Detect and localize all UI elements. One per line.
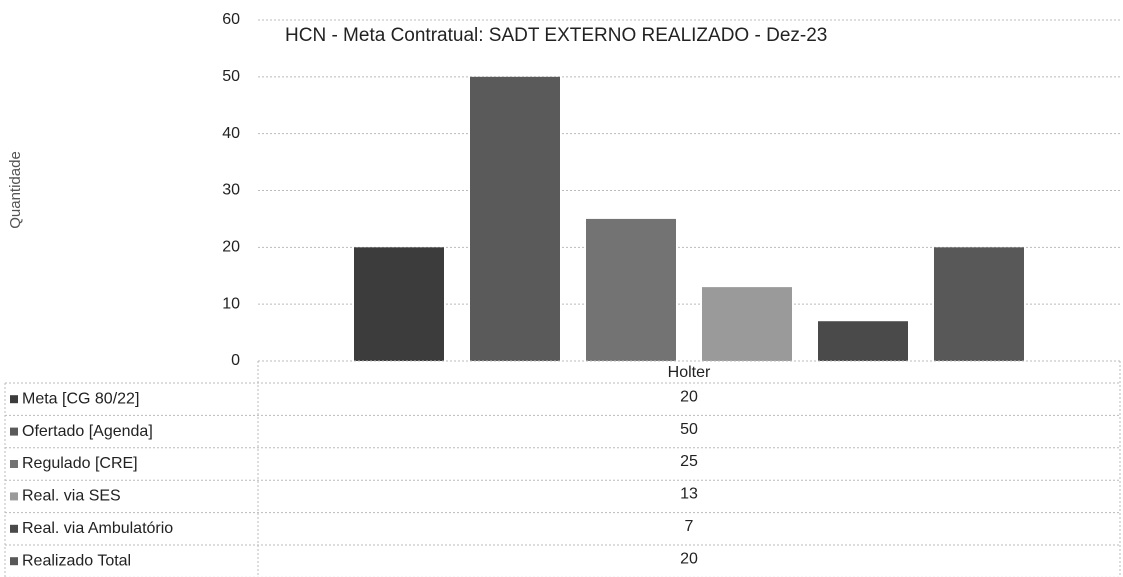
y-tick-label: 30 [222, 182, 240, 199]
legend-key [10, 524, 18, 533]
legend-key [10, 427, 18, 436]
legend-label: Regulado [CRE] [22, 455, 138, 472]
legend-label: Ofertado [Agenda] [22, 423, 153, 440]
legend-key [10, 395, 18, 404]
chart-title: HCN - Meta Contratual: SADT EXTERNO REAL… [285, 25, 827, 46]
table-value: 25 [680, 453, 698, 470]
legend-label: Real. via Ambulatório [22, 520, 173, 537]
y-tick-label: 50 [222, 68, 240, 85]
table-value: 50 [680, 421, 698, 438]
legend-key [10, 557, 18, 566]
table-value: 7 [685, 518, 694, 535]
legend-key [10, 460, 18, 468]
bar [586, 218, 676, 361]
legend-label: Meta [CG 80/22] [22, 390, 139, 407]
table-value: 20 [680, 388, 698, 405]
bar [818, 321, 908, 361]
bar [934, 247, 1024, 361]
y-tick-label: 60 [222, 11, 240, 28]
y-tick-label: 40 [222, 125, 240, 142]
bar [470, 76, 560, 361]
y-tick-label: 20 [222, 239, 240, 256]
y-tick-label: 0 [231, 352, 240, 369]
legend-label: Real. via SES [22, 488, 121, 505]
bar [354, 247, 444, 361]
legend-key [10, 492, 18, 501]
y-axis-label: Quantidade [7, 151, 24, 229]
x-tick-label: Holter [668, 364, 711, 381]
table-value: 13 [680, 486, 698, 503]
bar [702, 287, 792, 361]
table-value: 20 [680, 550, 698, 567]
y-tick-label: 10 [222, 295, 240, 312]
legend-label: Realizado Total [22, 552, 131, 569]
